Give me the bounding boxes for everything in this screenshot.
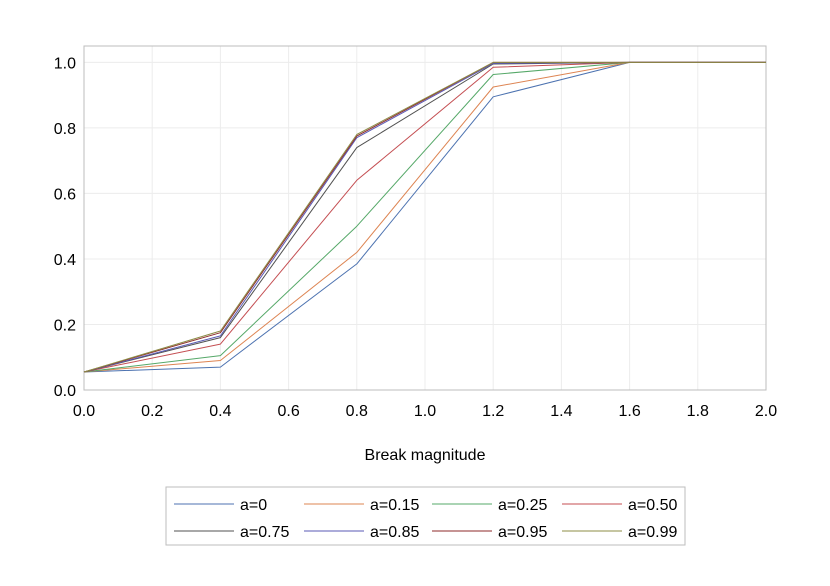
x-tick-label: 1.4: [550, 403, 572, 420]
grid: [83, 46, 767, 391]
legend: a=0 a=0.15 a=0.25 a=0.50 a=0.75 a=0.85 a=0.95 a…: [165, 486, 686, 546]
legend-label: a=0.75: [240, 524, 289, 541]
x-tick-label: 0.2: [141, 403, 163, 420]
legend-label: a=0.99: [628, 524, 677, 541]
x-axis-title: Break magnitude: [365, 447, 486, 464]
x-tick-labels: 0.0 0.2 0.4 0.6 0.8 1.0 1.2 1.4 1.6 1.8 2.0: [73, 403, 777, 420]
legend-label: a=0.50: [628, 497, 677, 514]
x-tick-label: 0.6: [277, 403, 299, 420]
x-tick-label: 1.6: [618, 403, 640, 420]
x-tick-label: 1.8: [687, 403, 709, 420]
x-tick-label: 0.0: [73, 403, 95, 420]
legend-label: a=0: [240, 497, 267, 514]
y-tick-label: 0.6: [54, 186, 76, 203]
legend-label: a=0.25: [498, 497, 547, 514]
legend-label: a=0.95: [498, 524, 547, 541]
legend-label: a=0.15: [370, 497, 419, 514]
plot-frame: [83, 45, 767, 391]
series-layer: [83, 61, 766, 373]
legend-label: a=0.85: [370, 524, 419, 541]
x-tick-label: 1.0: [414, 403, 436, 420]
series-line-a-0-99: [83, 61, 766, 373]
y-tick-labels: 0.0 0.2 0.4 0.6 0.8 1.0: [54, 55, 76, 400]
x-tick-label: 0.8: [346, 403, 368, 420]
y-tick-label: 1.0: [54, 55, 76, 72]
y-tick-label: 0.4: [54, 252, 76, 269]
y-tick-label: 0.8: [54, 121, 76, 138]
x-tick-label: 2.0: [755, 403, 777, 420]
y-tick-label: 0.2: [54, 317, 76, 334]
y-tick-label: 0.0: [54, 383, 76, 400]
x-tick-label: 1.2: [482, 403, 504, 420]
legend-box: [165, 486, 686, 546]
x-tick-label: 0.4: [209, 403, 231, 420]
